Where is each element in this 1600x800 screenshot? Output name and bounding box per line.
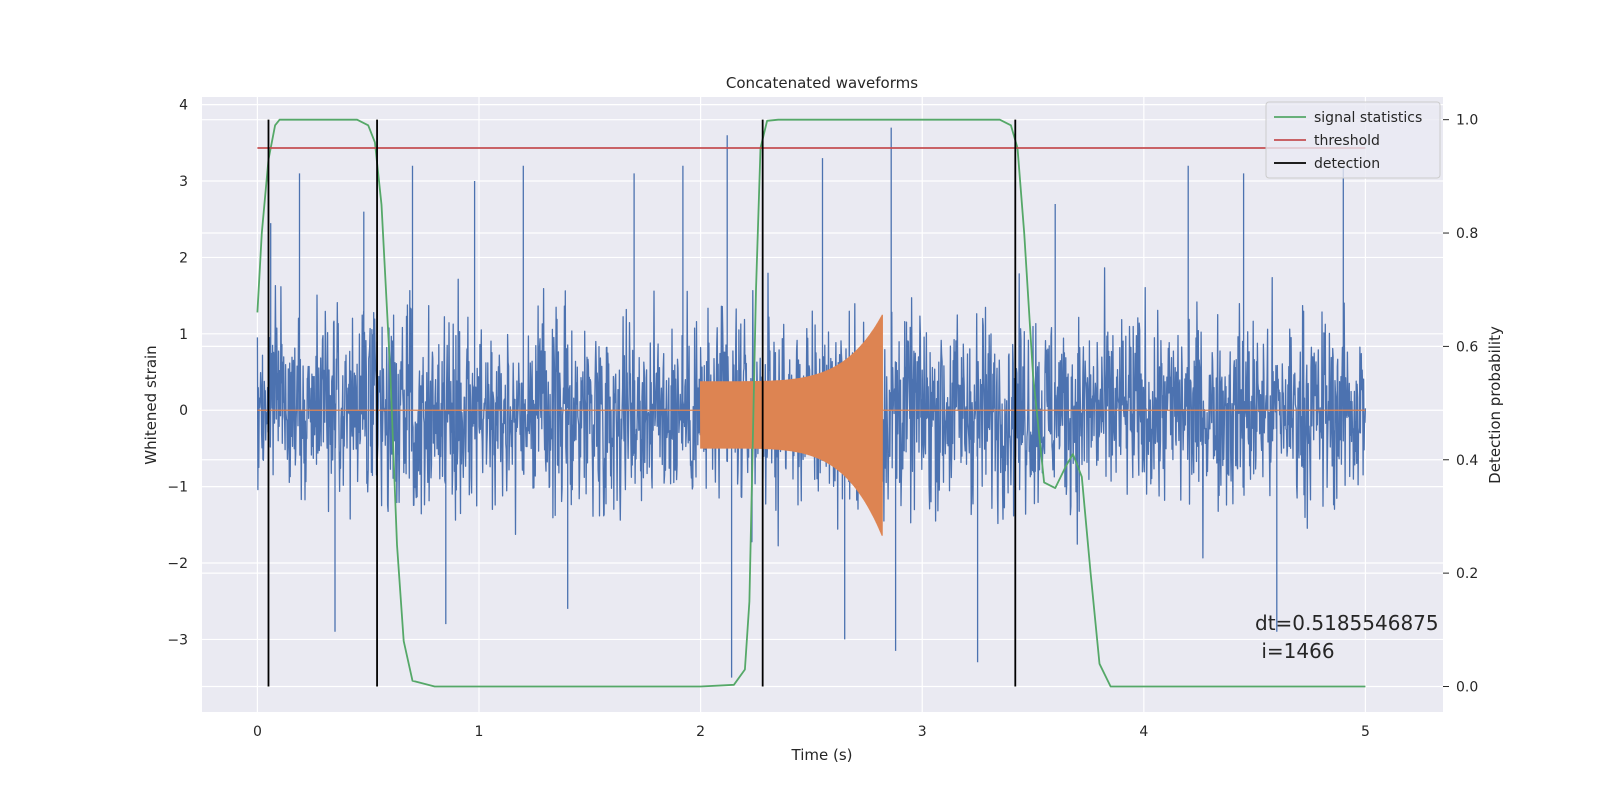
- y-tick-label: 0: [179, 403, 188, 419]
- series-chirp-line: [257, 314, 1366, 536]
- x-tick-label: 4: [1139, 724, 1148, 740]
- axes-layer: 0 1 2 3 4 5 −3 −2 −1 0 1 2 3 4 0.0 0.2 0.4 0.6 0.8 1.0: [167, 98, 1478, 740]
- y-tick-label: 1: [179, 327, 188, 343]
- y-tick-label: 2: [179, 250, 188, 266]
- y2-tick-label: 0.4: [1456, 453, 1478, 469]
- x-tick-label: 5: [1361, 724, 1370, 740]
- legend-label: detection: [1314, 156, 1380, 172]
- y2-axis-label: Detection probability: [1486, 326, 1504, 484]
- x-tick-label: 0: [253, 724, 262, 740]
- x-tick-label: 3: [918, 724, 927, 740]
- x-tick-label: 2: [696, 724, 705, 740]
- legend-box: [1265, 101, 1441, 179]
- legend-label: threshold: [1314, 133, 1380, 149]
- series-layer: [256, 118, 1367, 688]
- y-tick-label: 4: [179, 98, 188, 114]
- y2-tick-label: 1.0: [1456, 113, 1478, 129]
- annotation-i: i=1466: [1255, 639, 1335, 663]
- y-tick-label: −2: [167, 556, 188, 572]
- x-axis-label: Time (s): [791, 746, 853, 764]
- y2-tick-label: 0.8: [1456, 226, 1478, 242]
- y-tick-label: 3: [179, 174, 188, 190]
- series-signal-statistics-line: [256, 118, 1366, 688]
- y-tick-label: −1: [167, 480, 188, 496]
- legend-label: signal statistics: [1314, 110, 1422, 126]
- x-tick-label: 1: [475, 724, 484, 740]
- y2-tick-label: 0.0: [1456, 679, 1478, 695]
- chart-title: Concatenated waveforms: [726, 74, 918, 92]
- y-tick-label: −3: [167, 632, 188, 648]
- y2-tick-label: 0.2: [1456, 566, 1478, 582]
- y2-tick-label: 0.6: [1456, 339, 1478, 355]
- y-axis-label: Whitened strain: [142, 345, 160, 464]
- legend: signal statistics threshold detection: [1265, 101, 1441, 179]
- annotation-dt: dt=0.5185546875: [1255, 611, 1439, 635]
